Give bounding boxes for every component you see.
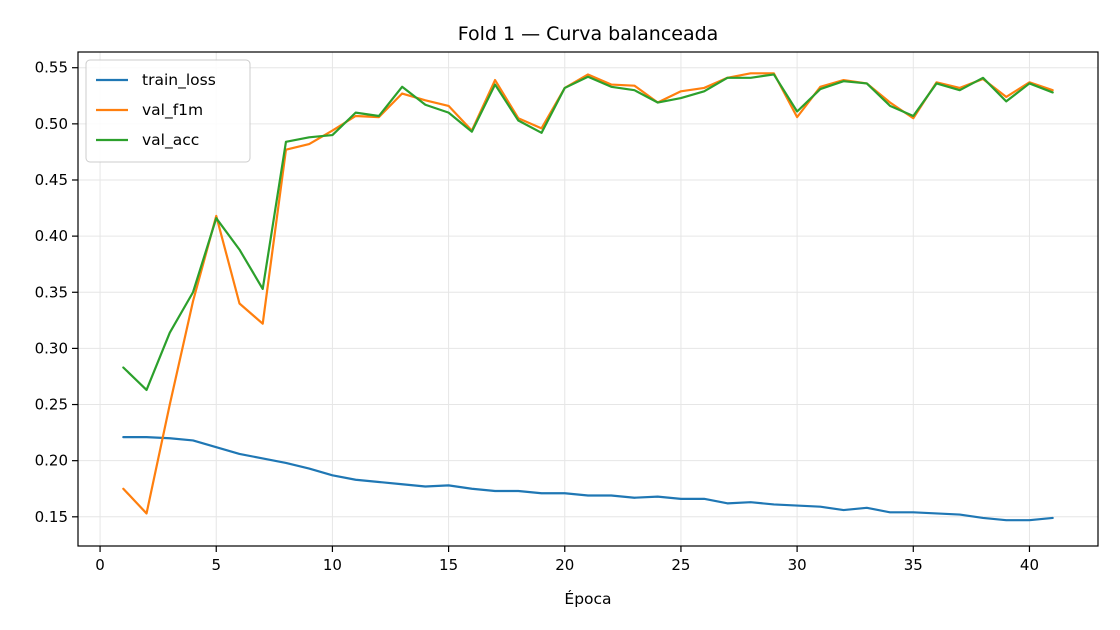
y-tick-label: 0.30 xyxy=(35,339,68,357)
y-tick-label: 0.15 xyxy=(35,508,68,526)
y-tick-label: 0.50 xyxy=(35,115,68,133)
x-tick-label: 35 xyxy=(904,556,923,574)
x-tick-label: 25 xyxy=(671,556,690,574)
legend: train_loss val_f1m val_acc xyxy=(85,59,251,163)
x-axis: 0 5 10 15 20 25 30 35 40 xyxy=(95,546,1039,574)
x-tick-label: 10 xyxy=(323,556,342,574)
y-tick-label: 0.55 xyxy=(35,59,68,77)
x-tick-label: 30 xyxy=(788,556,807,574)
series-line-train-loss xyxy=(122,436,1054,522)
legend-label: val_f1m xyxy=(142,101,203,120)
series-line-val-f1m xyxy=(122,72,1054,515)
x-axis-label: Época xyxy=(564,589,611,608)
x-tick-label: 5 xyxy=(211,556,221,574)
x-tick-label: 20 xyxy=(555,556,574,574)
y-tick-label: 0.35 xyxy=(35,283,68,301)
legend-box xyxy=(85,59,251,163)
y-tick-label: 0.40 xyxy=(35,227,68,245)
y-axis: 0.15 0.20 0.25 0.30 0.35 0.40 0.45 0.50 0.55 xyxy=(35,59,78,526)
x-tick-label: 40 xyxy=(1020,556,1039,574)
y-tick-label: 0.25 xyxy=(35,396,68,414)
x-tick-label: 15 xyxy=(439,556,458,574)
chart-title: Fold 1 — Curva balanceada xyxy=(458,23,719,45)
series-layer xyxy=(122,72,1054,522)
plot-frame xyxy=(77,51,1099,547)
series-line-val-acc xyxy=(122,73,1054,392)
legend-label: train_loss xyxy=(142,71,216,90)
x-tick-label: 0 xyxy=(95,556,105,574)
y-tick-label: 0.20 xyxy=(35,452,68,470)
legend-label: val_acc xyxy=(142,131,199,150)
y-tick-label: 0.45 xyxy=(35,171,68,189)
